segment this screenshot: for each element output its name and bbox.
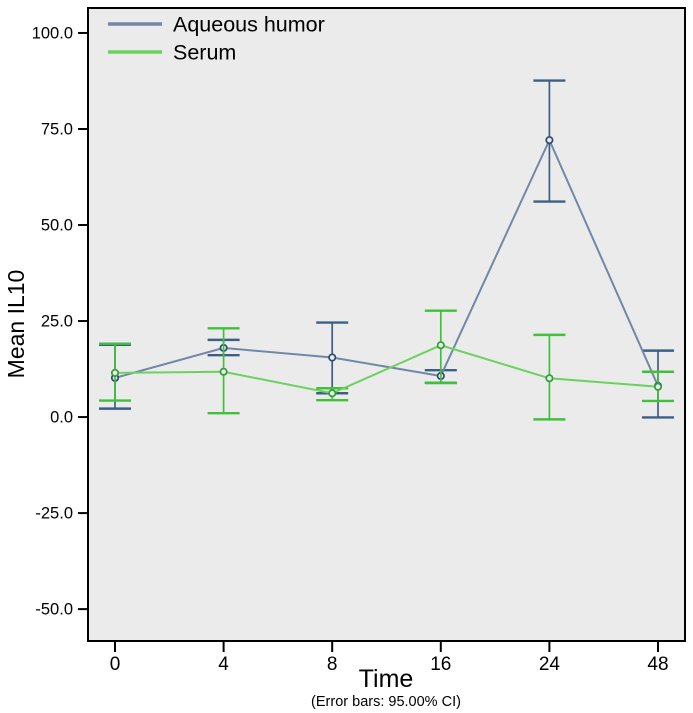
data-point-marker (545, 374, 554, 383)
y-tick-label: 50.0 (41, 217, 73, 235)
x-tick-label: 8 (327, 654, 338, 675)
legend-label: Aqueous humor (173, 13, 325, 37)
x-tick-label: 48 (647, 654, 668, 675)
x-tick-label: 16 (430, 654, 451, 675)
y-axis-ticks: 100.0 75.0 50.0 25.0 0.0 -25.0 -50.0 (32, 24, 88, 619)
error-bars-footnote: (Error bars: 95.00% CI) (311, 694, 461, 710)
y-tick-label: -25.0 (35, 505, 73, 523)
legend-item-serum: Serum (108, 41, 236, 65)
y-tick-label: -50.0 (35, 601, 73, 619)
data-point-marker (219, 367, 228, 376)
x-tick-label: 4 (218, 654, 229, 675)
legend-item-aqueous-humor: Aqueous humor (108, 13, 325, 37)
x-tick-label: 24 (539, 654, 561, 675)
series-layer (99, 79, 674, 421)
y-tick-label: 0.0 (50, 409, 73, 427)
data-point-marker (436, 341, 445, 350)
legend: Aqueous humor Serum (108, 13, 325, 65)
data-point-marker (110, 368, 120, 377)
data-point-marker (328, 389, 337, 398)
y-tick-label: 75.0 (41, 120, 73, 138)
series-serum (99, 309, 674, 421)
x-axis-ticks: 0 4 8 16 24 48 (110, 641, 669, 675)
data-point-marker (328, 353, 337, 362)
y-axis-title: Mean IL10 (3, 270, 29, 379)
y-tick-label: 25.0 (41, 313, 73, 331)
series-line (114, 137, 659, 387)
y-tick-label: 100.0 (32, 24, 73, 42)
plot-area (87, 7, 686, 642)
x-tick-label: 0 (110, 654, 121, 675)
data-point-marker (545, 136, 554, 145)
legend-label: Serum (173, 41, 236, 65)
data-point-marker (653, 382, 663, 391)
x-axis-title: Time (359, 665, 414, 693)
series-line (114, 344, 659, 395)
